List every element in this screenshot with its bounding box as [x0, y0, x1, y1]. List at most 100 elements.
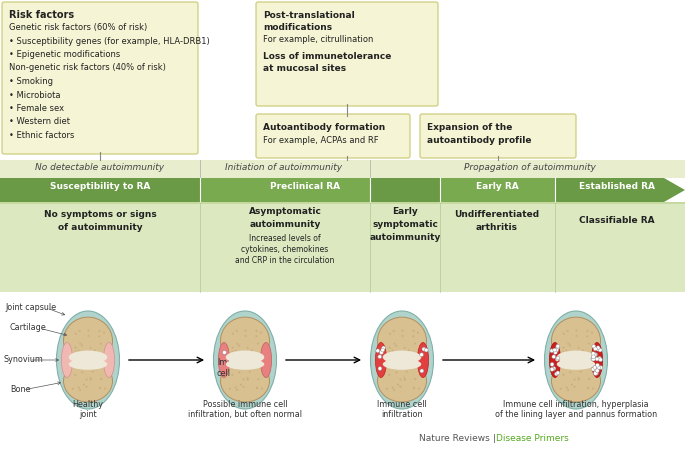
Text: Classifiable RA: Classifiable RA: [580, 216, 655, 225]
Ellipse shape: [99, 335, 101, 337]
Ellipse shape: [103, 332, 105, 333]
Text: Expansion of the: Expansion of the: [427, 123, 512, 132]
Circle shape: [556, 344, 560, 348]
Ellipse shape: [229, 388, 231, 390]
Circle shape: [593, 372, 597, 375]
Text: • Ethnic factors: • Ethnic factors: [9, 131, 75, 140]
Circle shape: [596, 347, 600, 351]
Ellipse shape: [577, 347, 580, 349]
Text: symptomatic: symptomatic: [372, 220, 438, 229]
Ellipse shape: [240, 383, 242, 386]
Text: Bone: Bone: [10, 386, 31, 395]
Circle shape: [422, 347, 426, 351]
Ellipse shape: [401, 335, 403, 337]
Ellipse shape: [247, 377, 249, 379]
Ellipse shape: [84, 352, 86, 355]
Ellipse shape: [241, 352, 243, 355]
Text: Joint capsule: Joint capsule: [5, 303, 56, 312]
Ellipse shape: [414, 378, 416, 380]
Text: of autoimmunity: of autoimmunity: [58, 223, 142, 232]
Circle shape: [378, 367, 382, 370]
Ellipse shape: [403, 347, 406, 349]
Circle shape: [595, 369, 599, 373]
Text: For example, ACPAs and RF: For example, ACPAs and RF: [263, 136, 379, 145]
Text: at mucosal sites: at mucosal sites: [263, 64, 346, 73]
Ellipse shape: [580, 370, 582, 373]
Ellipse shape: [77, 387, 79, 389]
Circle shape: [594, 369, 598, 373]
Circle shape: [592, 355, 595, 359]
Circle shape: [556, 346, 560, 350]
Ellipse shape: [414, 342, 416, 345]
Circle shape: [550, 362, 554, 366]
Text: Increased levels of: Increased levels of: [249, 234, 321, 243]
Ellipse shape: [557, 351, 595, 364]
FancyBboxPatch shape: [256, 114, 410, 158]
Circle shape: [599, 366, 603, 369]
Ellipse shape: [388, 374, 390, 376]
Circle shape: [591, 367, 595, 371]
Ellipse shape: [247, 379, 249, 381]
Ellipse shape: [219, 342, 229, 378]
Ellipse shape: [238, 345, 240, 347]
Ellipse shape: [256, 387, 258, 389]
Ellipse shape: [401, 329, 403, 332]
Ellipse shape: [577, 379, 580, 381]
Ellipse shape: [399, 386, 401, 388]
Text: Asymptomatic: Asymptomatic: [249, 207, 321, 216]
Ellipse shape: [395, 345, 397, 347]
Circle shape: [382, 346, 386, 350]
Circle shape: [591, 352, 595, 356]
Ellipse shape: [83, 383, 85, 386]
Ellipse shape: [242, 386, 245, 388]
Text: • Western diet: • Western diet: [9, 117, 70, 126]
Text: Undifferentiated: Undifferentiated: [454, 210, 540, 219]
Ellipse shape: [371, 311, 434, 409]
Ellipse shape: [393, 342, 395, 345]
Ellipse shape: [417, 332, 419, 333]
Ellipse shape: [104, 387, 106, 390]
Text: Post-translational: Post-translational: [263, 11, 355, 20]
Ellipse shape: [236, 330, 238, 332]
FancyBboxPatch shape: [420, 114, 576, 158]
Text: cytokines, chemokines: cytokines, chemokines: [241, 245, 329, 254]
Text: Nature Reviews: Nature Reviews: [419, 434, 490, 443]
Ellipse shape: [394, 353, 396, 355]
Ellipse shape: [256, 335, 258, 337]
Ellipse shape: [418, 387, 420, 390]
Circle shape: [381, 348, 385, 352]
Text: and CRP in the circulation: and CRP in the circulation: [236, 256, 335, 265]
Ellipse shape: [260, 342, 271, 378]
Ellipse shape: [563, 333, 565, 335]
Bar: [370, 178, 440, 202]
Ellipse shape: [393, 389, 395, 391]
Ellipse shape: [99, 352, 101, 354]
Circle shape: [592, 344, 596, 348]
Ellipse shape: [573, 378, 575, 381]
Ellipse shape: [260, 332, 262, 333]
Ellipse shape: [575, 335, 577, 337]
Ellipse shape: [214, 311, 277, 409]
Ellipse shape: [388, 351, 390, 353]
Ellipse shape: [549, 342, 560, 378]
Circle shape: [592, 355, 595, 359]
Ellipse shape: [64, 360, 112, 402]
Circle shape: [591, 357, 595, 361]
Ellipse shape: [587, 387, 589, 389]
Ellipse shape: [577, 377, 580, 379]
Circle shape: [593, 347, 597, 351]
Text: Autoantibody formation: Autoantibody formation: [263, 123, 385, 132]
Ellipse shape: [226, 359, 264, 370]
Text: Initiation of autoimmunity: Initiation of autoimmunity: [225, 163, 342, 172]
Circle shape: [550, 367, 554, 371]
Ellipse shape: [586, 335, 588, 337]
Circle shape: [599, 358, 603, 362]
Text: Susceptibility to RA: Susceptibility to RA: [50, 182, 150, 191]
Ellipse shape: [562, 374, 564, 376]
Ellipse shape: [92, 370, 94, 373]
Ellipse shape: [251, 349, 253, 351]
Circle shape: [553, 348, 557, 352]
Ellipse shape: [571, 383, 573, 386]
Ellipse shape: [72, 388, 74, 390]
Ellipse shape: [573, 386, 575, 388]
